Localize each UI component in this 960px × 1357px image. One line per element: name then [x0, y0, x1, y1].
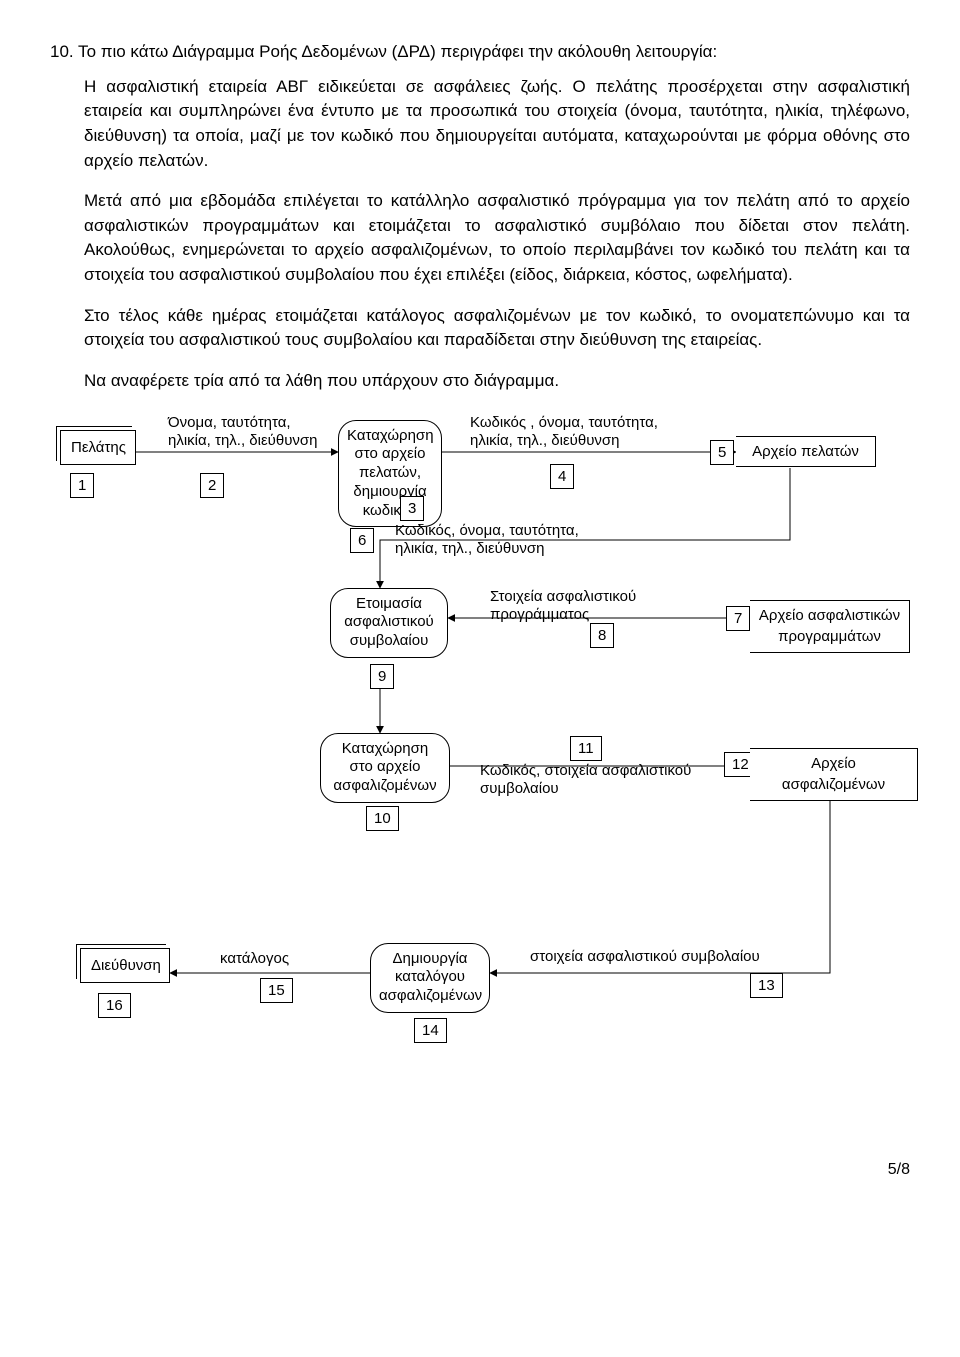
num-9: 9 — [370, 664, 394, 690]
flow-2-label: Όνομα, ταυτότητα, ηλικία, τηλ., διεύθυνσ… — [168, 414, 336, 452]
num-13: 13 — [750, 973, 783, 999]
num-3: 3 — [400, 496, 424, 522]
num-4: 4 — [550, 464, 574, 490]
proc-14: Δημιουργία καταλόγου ασφαλιζομένων — [370, 943, 490, 1013]
num-10: 10 — [366, 806, 399, 832]
proc-9: Ετοιμασία ασφαλιστικού συμβολαίου — [330, 588, 448, 658]
num-1: 1 — [70, 473, 94, 499]
dfd-diagram: Πελάτης 1 Όνομα, ταυτότητα, ηλικία, τηλ.… — [50, 418, 920, 1118]
flow-4-label: Κωδικός , όνομα, ταυτότητα, ηλικία, τηλ.… — [470, 414, 690, 452]
store-pelaton: Αρχείο πελατών — [736, 436, 876, 468]
flow-11-label: Κωδικός, στοιχεία ασφαλιστικού συμβολαίο… — [480, 762, 700, 800]
num-2: 2 — [200, 473, 224, 499]
paragraph-4: Να αναφέρετε τρία από τα λάθη που υπάρχο… — [84, 369, 910, 394]
store-asf: Αρχείο ασφαλιζομένων — [750, 748, 918, 802]
num-8: 8 — [590, 623, 614, 649]
flow-8-label: Στοιχεία ασφαλιστικού προγράμματος — [490, 588, 680, 626]
num-16: 16 — [98, 993, 131, 1019]
flow-13-label: στοιχεία ασφαλιστικού συμβολαίου — [530, 948, 790, 967]
proc-3: Καταχώρηση στο αρχείο πελατών, δημιουργί… — [338, 420, 442, 528]
paragraph-2: Μετά από μια εβδομάδα επιλέγεται το κατά… — [84, 189, 910, 288]
question-heading: 10. Το πιο κάτω Διάγραμμα Ροής Δεδομένων… — [50, 40, 910, 65]
num-15: 15 — [260, 978, 293, 1004]
num-11: 11 — [570, 736, 602, 762]
num-5: 5 — [710, 440, 734, 466]
store-progs: Αρχείο ασφαλιστικών προγραμμάτων — [750, 600, 910, 654]
num-14: 14 — [414, 1018, 447, 1044]
proc-10: Καταχώρηση στο αρχείο ασφαλιζομένων — [320, 733, 450, 803]
external-dieythinsi: Διεύθυνση — [80, 948, 170, 984]
external-pelatis: Πελάτης — [60, 430, 136, 466]
paragraph-3: Στο τέλος κάθε ημέρας ετοιμάζεται κατάλο… — [84, 304, 910, 353]
flow-6-label: Κωδικός, όνομα, ταυτότητα, ηλικία, τηλ.,… — [395, 522, 625, 560]
num-7: 7 — [726, 606, 750, 632]
page-footer: 5/8 — [50, 1158, 910, 1181]
paragraph-1: Η ασφαλιστική εταιρεία ΑΒΓ ειδικεύεται σ… — [84, 75, 910, 174]
num-6: 6 — [350, 528, 374, 554]
flow-15-label: κατάλογος — [220, 950, 289, 969]
